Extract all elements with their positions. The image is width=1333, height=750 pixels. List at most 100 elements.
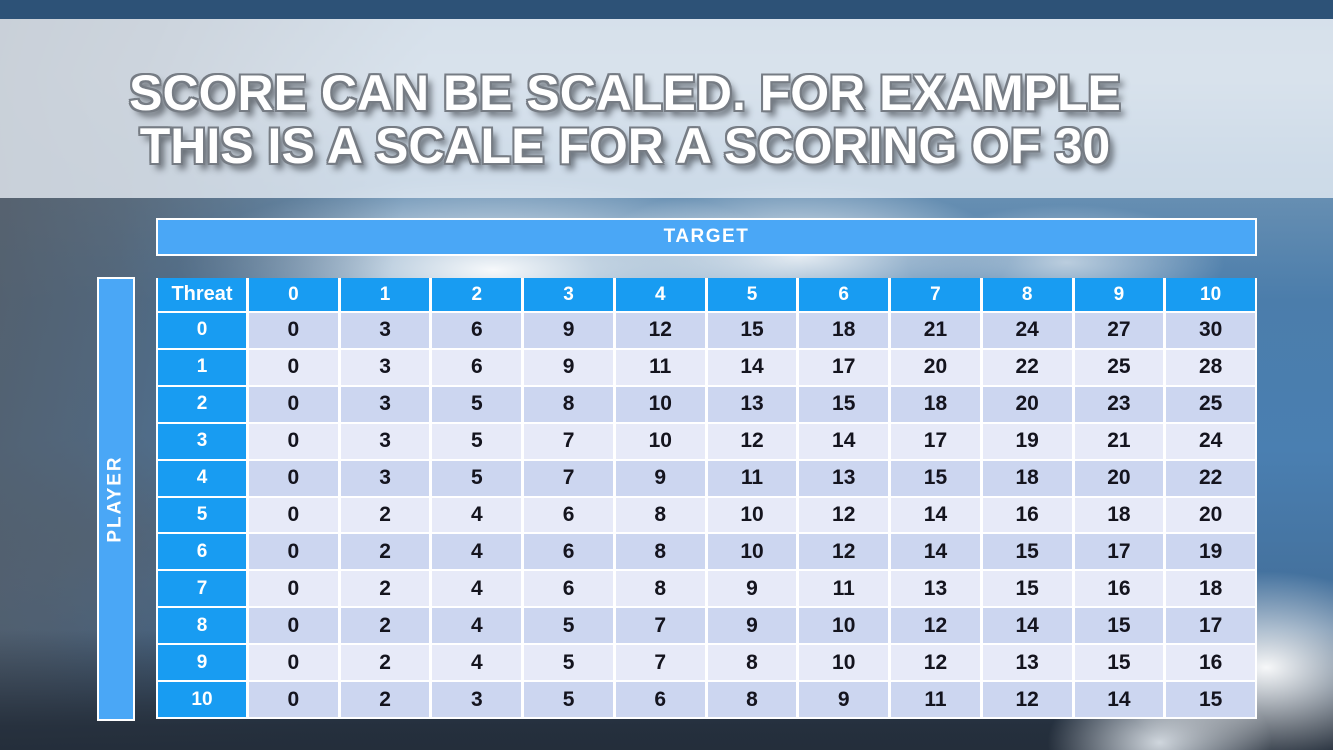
- score-cell-3-7: 17: [891, 423, 980, 459]
- score-cell-0-2: 6: [432, 313, 522, 348]
- score-cell-8-1: 2: [340, 608, 430, 644]
- score-cell-2-10: 25: [1166, 386, 1255, 422]
- score-cell-1-10: 28: [1166, 349, 1255, 385]
- score-cell-3-2: 5: [432, 423, 522, 459]
- score-cell-0-1: 3: [340, 313, 430, 348]
- score-cell-8-2: 4: [432, 608, 522, 644]
- score-cell-2-8: 20: [982, 386, 1072, 422]
- title-line-1: SCORE CAN BE SCALED. FOR EXAMPLE: [129, 65, 1121, 121]
- score-cell-6-10: 19: [1166, 534, 1255, 570]
- score-cell-1-8: 22: [982, 349, 1072, 385]
- target-col-header-2: 2: [432, 278, 522, 311]
- score-cell-7-4: 8: [615, 571, 705, 607]
- target-header-label: TARGET: [663, 226, 750, 247]
- score-cell-6-5: 10: [707, 534, 797, 570]
- score-cell-7-10: 18: [1166, 571, 1255, 607]
- score-cell-9-5: 8: [707, 645, 797, 681]
- score-cell-1-1: 3: [340, 349, 430, 385]
- score-cell-5-0: 0: [249, 497, 338, 533]
- score-cell-10-1: 2: [340, 682, 430, 717]
- score-cell-1-9: 25: [1074, 349, 1164, 385]
- player-row-header-1: 1: [158, 349, 246, 385]
- score-cell-4-10: 22: [1166, 460, 1255, 496]
- score-cell-5-1: 2: [340, 497, 430, 533]
- score-cell-0-7: 21: [891, 313, 980, 348]
- score-cell-0-10: 30: [1166, 313, 1255, 348]
- player-header-bar: PLAYER: [97, 277, 135, 721]
- title-band: SCORE CAN BE SCALED. FOR EXAMPLE THIS IS…: [0, 19, 1333, 198]
- score-cell-0-9: 27: [1074, 313, 1164, 348]
- score-cell-7-6: 11: [799, 571, 889, 607]
- score-cell-9-1: 2: [340, 645, 430, 681]
- score-cell-9-2: 4: [432, 645, 522, 681]
- target-col-header-6: 6: [799, 278, 889, 311]
- target-col-header-0: 0: [249, 278, 338, 311]
- score-cell-5-2: 4: [432, 497, 522, 533]
- player-row-header-7: 7: [158, 571, 246, 607]
- score-cell-3-10: 24: [1166, 423, 1255, 459]
- player-row-header-5: 5: [158, 497, 246, 533]
- score-cell-3-0: 0: [249, 423, 338, 459]
- score-cell-3-5: 12: [707, 423, 797, 459]
- score-cell-6-0: 0: [249, 534, 338, 570]
- score-cell-1-2: 6: [432, 349, 522, 385]
- score-cell-10-6: 9: [799, 682, 889, 717]
- player-row-header-2: 2: [158, 386, 246, 422]
- score-cell-9-7: 12: [891, 645, 980, 681]
- score-cell-2-7: 18: [891, 386, 980, 422]
- score-cell-9-4: 7: [615, 645, 705, 681]
- score-cell-10-7: 11: [891, 682, 980, 717]
- score-cell-4-3: 7: [524, 460, 613, 496]
- score-cell-9-6: 10: [799, 645, 889, 681]
- target-col-header-5: 5: [707, 278, 797, 311]
- score-cell-4-4: 9: [615, 460, 705, 496]
- score-cell-0-0: 0: [249, 313, 338, 348]
- score-cell-2-0: 0: [249, 386, 338, 422]
- score-cell-10-8: 12: [982, 682, 1072, 717]
- slide-title: SCORE CAN BE SCALED. FOR EXAMPLE THIS IS…: [0, 67, 1250, 173]
- score-cell-2-9: 23: [1074, 386, 1164, 422]
- player-row-header-9: 9: [158, 645, 246, 681]
- player-row-header-6: 6: [158, 534, 246, 570]
- score-cell-5-3: 6: [524, 497, 613, 533]
- score-cell-7-8: 15: [982, 571, 1072, 607]
- player-row-header-8: 8: [158, 608, 246, 644]
- score-cell-6-9: 17: [1074, 534, 1164, 570]
- score-cell-8-9: 15: [1074, 608, 1164, 644]
- score-cell-2-3: 8: [524, 386, 613, 422]
- score-cell-1-7: 20: [891, 349, 980, 385]
- score-table: Threat 0 1 2 3 4 5 6 7 8 9 10 0 0 3 6 9 12 15 18 21 24 27 30 1 0 3…: [156, 278, 1257, 719]
- score-cell-6-3: 6: [524, 534, 613, 570]
- score-cell-4-0: 0: [249, 460, 338, 496]
- score-cell-4-2: 5: [432, 460, 522, 496]
- score-cell-10-4: 6: [615, 682, 705, 717]
- player-row-header-0: 0: [158, 313, 246, 348]
- score-cell-10-2: 3: [432, 682, 522, 717]
- score-cell-10-0: 0: [249, 682, 338, 717]
- score-cell-3-1: 3: [340, 423, 430, 459]
- player-row-header-3: 3: [158, 423, 246, 459]
- score-cell-8-8: 14: [982, 608, 1072, 644]
- score-cell-3-8: 19: [982, 423, 1072, 459]
- score-cell-10-5: 8: [707, 682, 797, 717]
- score-cell-9-0: 0: [249, 645, 338, 681]
- target-col-header-9: 9: [1074, 278, 1164, 311]
- score-cell-1-3: 9: [524, 349, 613, 385]
- score-cell-8-4: 7: [615, 608, 705, 644]
- score-cell-0-5: 15: [707, 313, 797, 348]
- score-cell-4-6: 13: [799, 460, 889, 496]
- score-cell-2-2: 5: [432, 386, 522, 422]
- target-col-header-4: 4: [615, 278, 705, 311]
- score-cell-6-8: 15: [982, 534, 1072, 570]
- score-cell-4-1: 3: [340, 460, 430, 496]
- score-cell-6-4: 8: [615, 534, 705, 570]
- score-cell-5-10: 20: [1166, 497, 1255, 533]
- score-cell-9-8: 13: [982, 645, 1072, 681]
- score-cell-9-10: 16: [1166, 645, 1255, 681]
- score-cell-7-2: 4: [432, 571, 522, 607]
- score-cell-7-5: 9: [707, 571, 797, 607]
- target-col-header-7: 7: [891, 278, 980, 311]
- score-cell-3-9: 21: [1074, 423, 1164, 459]
- score-cell-8-3: 5: [524, 608, 613, 644]
- score-cell-3-4: 10: [615, 423, 705, 459]
